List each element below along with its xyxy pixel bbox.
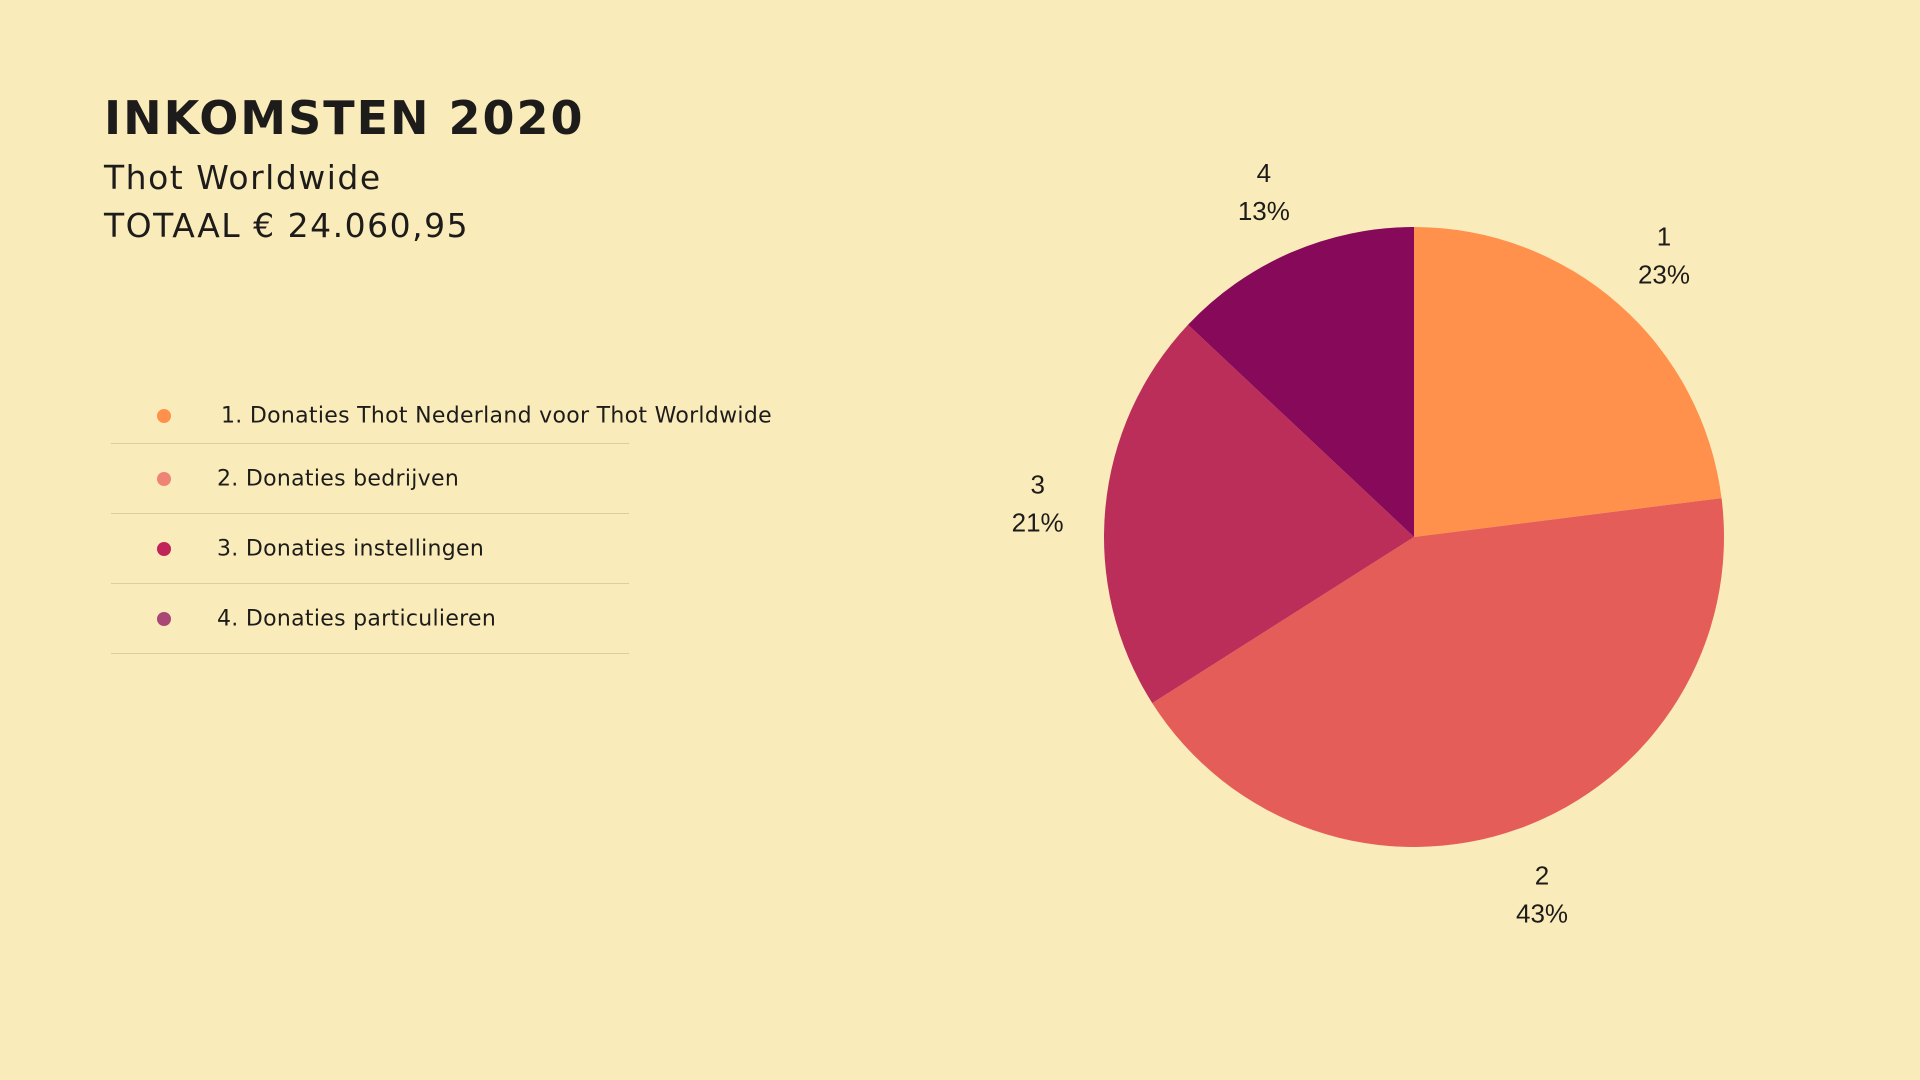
legend-label: 3. Donaties instellingen	[217, 536, 485, 561]
slice-label-4: 4 13%	[1238, 158, 1290, 226]
legend-swatch	[157, 409, 171, 423]
pie-slice-1	[1414, 227, 1722, 537]
slice-value-label: 13%	[1238, 196, 1290, 226]
legend-item: 1. Donaties Thot Nederland voor Thot Wor…	[111, 388, 772, 444]
slice-label-2: 2 43%	[1516, 861, 1568, 929]
legend-item: 3. Donaties instellingen	[111, 514, 629, 584]
pie-slice-4	[1188, 227, 1414, 537]
legend-label: 4. Donaties particulieren	[217, 606, 497, 631]
chart-header: INKOMSTEN 2020 Thot Worldwide TOTAAL € 2…	[104, 88, 585, 250]
slice-value-label: 21%	[1012, 507, 1064, 537]
organization-name: Thot Worldwide	[104, 158, 382, 197]
slice-category-label: 1	[1657, 221, 1671, 251]
slice-value-label: 23%	[1638, 259, 1690, 289]
slice-label-3: 3 21%	[1012, 469, 1064, 537]
pie-slice-2	[1152, 498, 1724, 847]
pie-slice-3	[1104, 324, 1414, 704]
legend-swatch	[157, 471, 171, 486]
slice-value-label: 43%	[1516, 899, 1568, 929]
legend-item: 2. Donaties bedrijven	[111, 444, 629, 514]
legend: 1. Donaties Thot Nederland voor Thot Wor…	[111, 388, 772, 654]
pie-chart-svg: 1 23%2 43%3 21%4 13%	[1012, 158, 1724, 929]
slice-category-label: 4	[1257, 158, 1271, 188]
slice-category-label: 2	[1535, 861, 1549, 891]
slice-category-label: 3	[1030, 469, 1044, 499]
legend-label: 2. Donaties bedrijven	[217, 466, 460, 491]
legend-item: 4. Donaties particulieren	[111, 584, 629, 654]
pie-chart: 1 23% 2 43% 3 21% 4 13%	[960, 120, 1840, 980]
slice-label-1: 1 23%	[1638, 221, 1690, 289]
legend-label: 1. Donaties Thot Nederland voor Thot Wor…	[221, 403, 772, 429]
legend-swatch	[157, 541, 171, 556]
total-amount: TOTAAL € 24.060,95	[104, 206, 470, 245]
legend-swatch	[157, 611, 171, 626]
page-title: INKOMSTEN 2020	[104, 91, 585, 145]
